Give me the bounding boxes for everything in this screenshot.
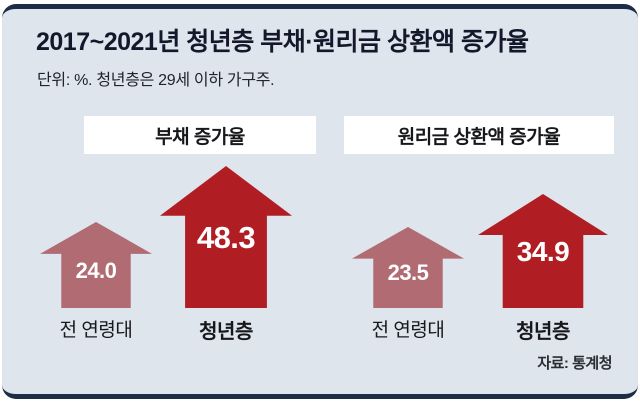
value-repayment-youth: 34.9 [516,236,570,267]
arrow-repayment-all-ages: 23.5 [352,227,464,308]
category-label-youth: 청년층 [516,321,570,343]
category-label-all-ages: 전 연령대 [371,320,445,341]
arrow-repayment-youth: 34.9 [478,194,608,308]
category-label-youth: 청년층 [199,321,253,343]
panel-title-repayment-growth: 원리금 상환액 증가율 [344,116,614,154]
value-debt-all-ages: 24.0 [75,258,117,283]
value-repayment-all-ages: 23.5 [387,260,429,285]
up-arrow-icon [160,166,292,308]
up-arrow-icon [478,194,608,308]
panel-title-debt-growth: 부채 증가율 [84,116,316,154]
value-debt-youth: 48.3 [196,220,256,255]
up-arrow-icon [40,222,152,308]
source-credit: 자료: 통계청 [537,355,612,372]
page-title: 2017~2021년 청년층 부채·원리금 상환액 증가율 [36,28,529,56]
category-label-all-ages: 전 연령대 [59,320,133,341]
arrow-debt-youth: 48.3 [160,166,292,308]
up-arrow-icon [352,227,464,308]
arrow-debt-all-ages: 24.0 [40,222,152,308]
chart-subtitle-unit-note: 단위: %. 청년층은 29세 이하 가구주. [37,72,275,89]
